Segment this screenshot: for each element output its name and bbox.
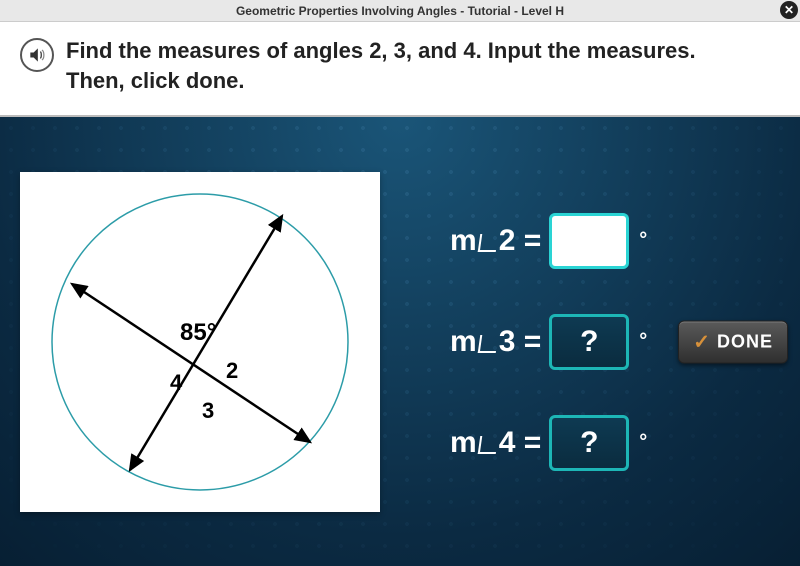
equation-label-2: m2 = <box>450 224 541 258</box>
title-bar: Geometric Properties Involving Angles - … <box>0 0 800 22</box>
audio-button[interactable] <box>20 38 54 72</box>
content-area: 85° 2 4 3 m2 = ° m3 = ? ° m4 = ? ° <box>0 117 800 566</box>
diagram-panel: 85° 2 4 3 <box>20 172 380 512</box>
angle-label-2: 2 <box>226 358 238 383</box>
angle-label-85: 85° <box>180 319 216 346</box>
prompt-text: Find the measures of angles 2, 3, and 4.… <box>66 36 696 95</box>
checkmark-icon: ✓ <box>693 329 711 354</box>
angle-symbol-icon <box>477 234 498 252</box>
answer-row-2: m2 = ° <box>450 213 780 269</box>
angle-label-4: 4 <box>170 370 183 395</box>
angle-label-3: 3 <box>202 398 214 423</box>
answer-row-4: m4 = ? ° <box>450 415 780 471</box>
question-header: Find the measures of angles 2, 3, and 4.… <box>0 22 800 117</box>
equation-label-4: m4 = <box>450 426 541 460</box>
angle-symbol-icon <box>477 335 498 353</box>
answer-input-4: ? <box>549 415 629 471</box>
degree-symbol: ° <box>639 431 647 454</box>
done-button[interactable]: ✓ DONE <box>678 320 788 363</box>
chord-line-1 <box>72 284 310 442</box>
answer-input-3: ? <box>549 314 629 370</box>
equation-label-3: m3 = <box>450 325 541 359</box>
geometry-diagram: 85° 2 4 3 <box>20 172 380 512</box>
speaker-icon <box>27 45 47 65</box>
prompt-line-1: Find the measures of angles 2, 3, and 4.… <box>66 36 696 66</box>
title-text: Geometric Properties Involving Angles - … <box>236 4 564 18</box>
degree-symbol: ° <box>639 330 647 353</box>
degree-symbol: ° <box>639 229 647 252</box>
prompt-line-2: Then, click done. <box>66 66 696 96</box>
done-label: DONE <box>717 331 773 352</box>
answer-input-2[interactable] <box>549 213 629 269</box>
close-icon[interactable]: ✕ <box>780 1 798 19</box>
angle-symbol-icon <box>477 436 498 454</box>
